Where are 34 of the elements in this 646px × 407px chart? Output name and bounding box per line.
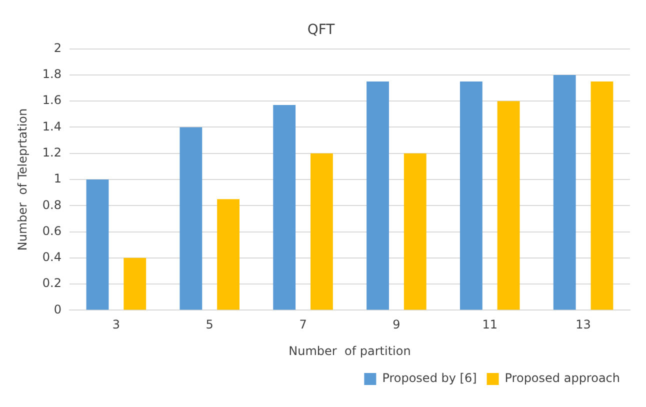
y-tick-label: 1.6 xyxy=(42,93,62,108)
x-tick-label: 11 xyxy=(482,318,498,332)
y-tick-label: 0.4 xyxy=(42,250,62,264)
y-tick-label: 0.8 xyxy=(42,198,62,212)
chart-title: QFT xyxy=(307,22,336,38)
x-tick-label: 9 xyxy=(392,318,400,332)
x-axis-title: Number of partition xyxy=(288,344,411,358)
y-axis-title: Number of Teleprtation xyxy=(15,108,30,251)
x-tick-label: 13 xyxy=(576,318,591,332)
bar xyxy=(590,81,614,310)
y-tick-label: 0 xyxy=(54,302,62,316)
bar xyxy=(180,127,202,310)
legend-label: Proposed by [6] xyxy=(382,371,477,386)
y-tick-label: 0.6 xyxy=(42,224,62,238)
bar xyxy=(124,258,146,310)
y-tick-label: 0.2 xyxy=(42,276,62,290)
bar xyxy=(366,81,389,310)
x-tick-label: 7 xyxy=(299,318,307,332)
x-tick-label: 5 xyxy=(206,318,214,332)
bar xyxy=(86,180,109,310)
bar xyxy=(497,101,520,310)
bar xyxy=(404,153,426,310)
y-tick-label: 1 xyxy=(54,172,62,186)
legend-label: Proposed approach xyxy=(504,371,620,386)
bar xyxy=(553,74,576,310)
x-tick-label: 3 xyxy=(112,318,120,332)
y-tick-label: 2 xyxy=(54,40,62,55)
bar xyxy=(310,153,333,310)
y-tick-label: 1.8 xyxy=(42,67,62,82)
bar xyxy=(217,199,240,310)
bar xyxy=(460,81,482,310)
bar xyxy=(273,105,296,310)
y-tick-label: 1.4 xyxy=(42,119,62,134)
y-tick-label: 1.2 xyxy=(42,145,62,160)
